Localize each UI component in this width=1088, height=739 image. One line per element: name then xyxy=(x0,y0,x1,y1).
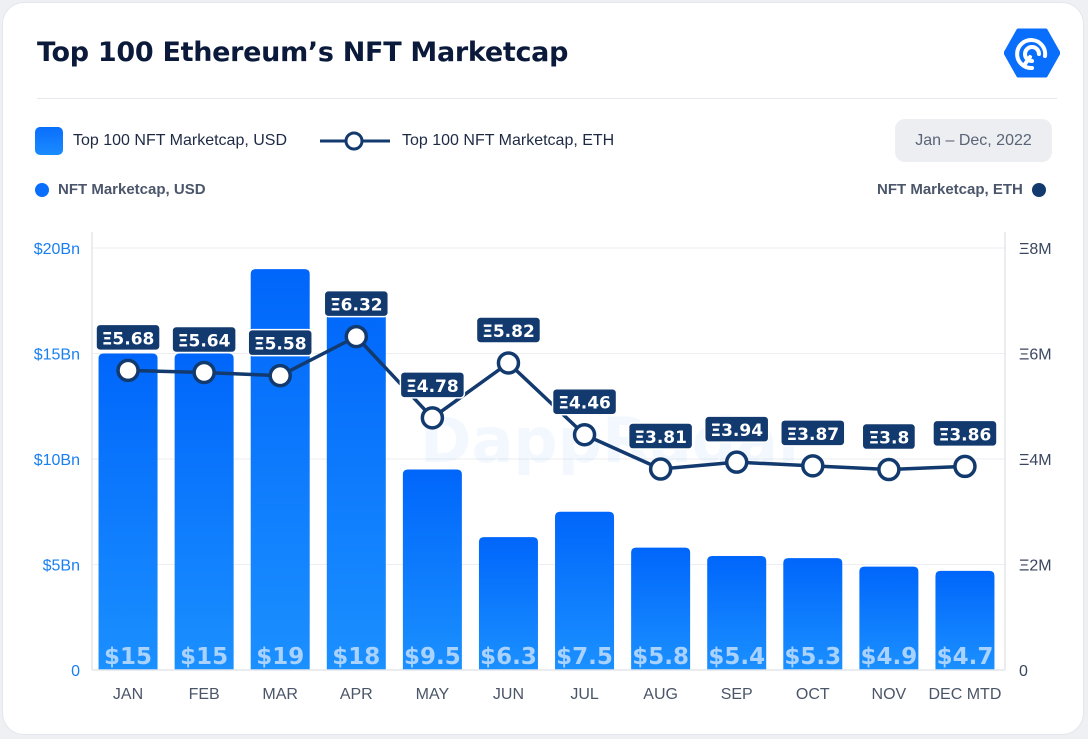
y-left-tick-label: $20Bn xyxy=(34,241,80,258)
eth-value-label: Ξ5.68 xyxy=(102,329,155,349)
x-tick-label: OCT xyxy=(796,686,830,703)
eth-value-label: Ξ5.64 xyxy=(178,331,231,351)
eth-label-badge xyxy=(627,422,694,450)
eth-point xyxy=(953,454,977,479)
bar xyxy=(402,469,462,670)
bar-value-label: $5.8 xyxy=(632,644,689,670)
eth-point xyxy=(192,360,216,385)
x-tick-label: JUN xyxy=(493,686,524,703)
eth-point xyxy=(572,422,597,447)
bar xyxy=(174,353,234,670)
legend-bar-swatch xyxy=(35,127,63,155)
bar xyxy=(859,566,919,670)
eth-label-badge xyxy=(551,387,618,416)
bar-value-label: $4.9 xyxy=(861,644,918,670)
bar xyxy=(326,290,386,670)
legend-line: Top 100 NFT Marketcap, ETH xyxy=(320,130,614,152)
eth-label-badge xyxy=(475,316,542,344)
eth-point xyxy=(344,324,369,349)
date-range-button[interactable]: Jan – Dec, 2022 xyxy=(895,119,1052,162)
eth-value-label: Ξ4.46 xyxy=(558,394,611,414)
eth-label-badge xyxy=(323,289,390,318)
left-axis-legend-label: NFT Marketcap, USD xyxy=(58,181,206,198)
bar-value-label: $18 xyxy=(332,644,380,670)
bar-value-label: $19 xyxy=(256,644,304,670)
x-tick-label: APR xyxy=(340,686,373,703)
right-axis-legend-label: NFT Marketcap, ETH xyxy=(877,181,1023,198)
x-tick-label: SEP xyxy=(721,686,753,703)
eth-value-label: Ξ5.82 xyxy=(482,322,535,342)
chart-title: Top 100 Ethereum’s NFT Marketcap xyxy=(37,37,569,68)
bar-value-label: $15 xyxy=(104,644,152,670)
eth-label-badge xyxy=(861,422,917,451)
y-right-tick-label: Ξ4M xyxy=(1019,452,1052,469)
left-axis-legend: NFT Marketcap, USD xyxy=(35,181,206,198)
y-right-tick-label: Ξ6M xyxy=(1019,347,1052,364)
y-right-tick-label: Ξ8M xyxy=(1019,241,1052,258)
y-right-tick-label: Ξ2M xyxy=(1019,558,1052,575)
eth-point xyxy=(724,450,749,474)
eth-value-label: Ξ3.87 xyxy=(786,425,839,445)
bar xyxy=(478,537,538,670)
eth-value-label: Ξ4.78 xyxy=(406,377,459,397)
eth-label-badge xyxy=(399,371,466,399)
y-left-tick-label: $5Bn xyxy=(43,558,80,575)
eth-point xyxy=(116,358,140,383)
bar-value-label: $7.5 xyxy=(556,644,613,670)
eth-line xyxy=(127,334,966,472)
eth-dot-icon xyxy=(1031,182,1046,197)
y-left-tick-label: 0 xyxy=(71,663,80,680)
eth-point xyxy=(268,363,292,388)
bar xyxy=(631,547,691,670)
legend-bar-label: Top 100 NFT Marketcap, USD xyxy=(73,132,288,149)
dappradar-logo-icon xyxy=(1004,28,1060,78)
right-axis-legend: NFT Marketcap, ETH xyxy=(877,181,1046,198)
eth-value-label: Ξ3.86 xyxy=(939,425,992,445)
bar-value-label: $4.7 xyxy=(937,644,994,670)
x-tick-label: JUL xyxy=(570,686,599,703)
legend-bar: Top 100 NFT Marketcap, USD xyxy=(35,127,287,155)
bar xyxy=(783,558,843,670)
eth-label-badge xyxy=(171,325,237,354)
eth-label-badge xyxy=(95,323,161,352)
bar-value-label: $15 xyxy=(180,644,228,670)
eth-value-label: Ξ6.32 xyxy=(330,296,383,316)
eth-label-badge xyxy=(247,328,313,357)
eth-value-label: Ξ3.8 xyxy=(868,429,909,449)
x-tick-label: MAY xyxy=(416,686,450,703)
bar-value-label: $5.4 xyxy=(708,644,765,670)
x-tick-label: MAR xyxy=(262,686,298,703)
bar-value-label: $6.3 xyxy=(480,644,537,670)
eth-point xyxy=(801,454,825,478)
eth-point xyxy=(877,457,901,482)
y-right-tick-label: 0 xyxy=(1019,663,1028,680)
eth-label-badge xyxy=(932,419,998,448)
usd-dot-icon xyxy=(35,182,49,197)
eth-value-label: Ξ3.81 xyxy=(634,428,687,448)
x-tick-label: AUG xyxy=(643,686,678,703)
x-tick-label: FEB xyxy=(189,686,220,703)
y-left-tick-label: $15Bn xyxy=(34,347,80,364)
bar xyxy=(707,556,767,670)
y-left-tick-label: $10Bn xyxy=(34,452,80,469)
x-tick-label: JAN xyxy=(113,686,143,703)
x-tick-label: DEC MTD xyxy=(929,686,1002,703)
eth-value-label: Ξ3.94 xyxy=(710,421,763,441)
eth-point xyxy=(420,406,445,430)
bar-value-label: $9.5 xyxy=(404,644,461,670)
eth-point xyxy=(648,457,673,481)
eth-point xyxy=(496,351,521,375)
header-divider xyxy=(37,98,1057,99)
legend-line-label: Top 100 NFT Marketcap, ETH xyxy=(402,132,615,149)
bar-value-label: $5.3 xyxy=(784,644,841,670)
legend-line-marker-icon xyxy=(320,131,390,151)
x-tick-label: NOV xyxy=(872,686,907,703)
bar xyxy=(98,353,158,670)
eth-label-badge xyxy=(703,415,770,443)
bar xyxy=(935,570,995,670)
eth-label-badge xyxy=(780,419,846,447)
bar xyxy=(555,511,615,670)
eth-value-label: Ξ5.58 xyxy=(254,335,307,355)
